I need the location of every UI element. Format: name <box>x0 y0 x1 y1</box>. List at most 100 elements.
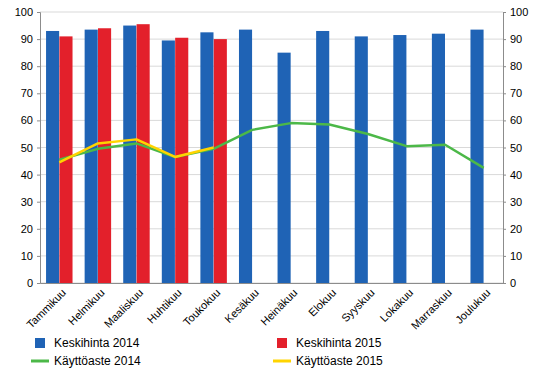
tick: 30 <box>21 196 40 208</box>
tick-label: Marraskuu <box>409 286 454 331</box>
tick-mark <box>37 148 40 149</box>
tick-label: 60 <box>21 114 33 126</box>
tick: 40 <box>21 169 40 181</box>
tick-label: 60 <box>510 114 522 126</box>
tick-mark <box>503 175 506 176</box>
x-axis: TammikuuHelmikuuMaaliskuuHuhtikuuToukoku… <box>24 283 503 332</box>
tick-label: 70 <box>21 87 33 99</box>
tick-mark <box>37 39 40 40</box>
tick: 20 <box>503 223 522 235</box>
tick: Syyskuu <box>339 283 377 324</box>
bar-series <box>46 26 484 283</box>
tick-label: Lokakuu <box>377 286 415 324</box>
tick-label: 0 <box>510 277 516 289</box>
tick-label: Toukokuu <box>181 286 223 328</box>
plot: 0 10 20 30 40 50 60 70 80 90 100 0 10 20 30 40 50 60 70 80 9… <box>15 6 529 332</box>
tick-label: Heinäkuu <box>258 286 299 327</box>
tick-label: 20 <box>21 223 33 235</box>
axis-line <box>37 13 41 284</box>
tick: Tammikuu <box>24 283 68 330</box>
tick-mark <box>503 66 506 67</box>
tick-mark <box>37 93 40 94</box>
tick: Maaliskuu <box>102 283 146 330</box>
tick-mark <box>503 12 506 13</box>
tick-mark <box>37 120 40 121</box>
tick-mark <box>503 93 506 94</box>
tick: 90 <box>503 33 522 45</box>
tick-label: 30 <box>21 196 33 208</box>
legend-key <box>277 338 287 348</box>
bar <box>98 28 111 283</box>
tick: 70 <box>21 87 40 99</box>
bar <box>470 30 483 283</box>
tick: 60 <box>21 114 40 126</box>
bar <box>316 31 329 283</box>
tick-mark <box>37 175 40 176</box>
bar <box>239 30 252 283</box>
legend-item: Käyttöaste 2014 <box>31 354 141 368</box>
legend-key <box>35 338 45 348</box>
bar <box>162 40 175 283</box>
tick: 40 <box>503 169 522 181</box>
tick: 0 <box>27 277 40 289</box>
tick: Marraskuu <box>409 283 454 332</box>
tick-label: 40 <box>21 169 33 181</box>
tick-label: Maaliskuu <box>102 286 146 330</box>
bar <box>214 39 227 283</box>
tick-mark <box>503 39 506 40</box>
tick-label: Elokuu <box>306 286 338 318</box>
bar <box>355 36 368 283</box>
tick: Toukokuu <box>181 283 223 328</box>
tick-label: 20 <box>510 223 522 235</box>
tick: Huhtikuu <box>145 283 184 326</box>
tick-mark <box>503 229 506 230</box>
axis-line <box>504 13 507 284</box>
tick-label: 50 <box>510 142 522 154</box>
tick: 10 <box>503 250 522 262</box>
tick: 70 <box>503 87 522 99</box>
axis-line <box>41 283 504 284</box>
tick-label: 30 <box>510 196 522 208</box>
tick-mark <box>37 256 40 257</box>
legend-label: Käyttöaste 2014 <box>54 354 141 368</box>
legend-key <box>273 360 291 363</box>
bar <box>278 53 291 283</box>
tick-mark <box>503 120 506 121</box>
legend-item: Keskihinta 2014 <box>35 336 140 350</box>
bar <box>123 26 136 283</box>
tick-label: Kesäkuu <box>222 286 261 325</box>
bar <box>200 32 213 283</box>
bar <box>137 24 150 283</box>
bar <box>85 30 98 283</box>
tick-label: 100 <box>15 6 33 18</box>
tick-label: Syyskuu <box>339 286 377 324</box>
tick: 50 <box>21 142 40 154</box>
legend-label: Käyttöaste 2015 <box>296 354 383 368</box>
tick-label: Huhtikuu <box>145 286 184 325</box>
tick: 80 <box>503 60 522 72</box>
grid <box>40 12 503 283</box>
line <box>59 139 213 162</box>
tick-label: 90 <box>21 33 33 45</box>
tick: Kesäkuu <box>222 283 261 325</box>
tick-mark <box>503 148 506 149</box>
tick: 90 <box>21 33 40 45</box>
tick: 10 <box>21 250 40 262</box>
legend: Keskihinta 2014Keskihinta 2015Käyttöaste… <box>31 336 383 368</box>
legend-key <box>31 360 49 363</box>
tick-label: Joulukuu <box>453 286 493 326</box>
tick: Joulukuu <box>453 283 493 326</box>
bar <box>46 31 59 283</box>
tick: 80 <box>21 60 40 72</box>
tick-mark <box>503 202 506 203</box>
y2-axis: 0102030405060708090100 <box>503 6 528 289</box>
tick-label: 10 <box>21 250 33 262</box>
tick: 60 <box>503 114 522 126</box>
tick-label: 70 <box>510 87 522 99</box>
tick: Heinäkuu <box>258 283 299 328</box>
marks <box>46 24 484 283</box>
tick-label: 40 <box>510 169 522 181</box>
tick-mark <box>503 256 506 257</box>
tick-label: 10 <box>510 250 522 262</box>
tick-label: 90 <box>510 33 522 45</box>
